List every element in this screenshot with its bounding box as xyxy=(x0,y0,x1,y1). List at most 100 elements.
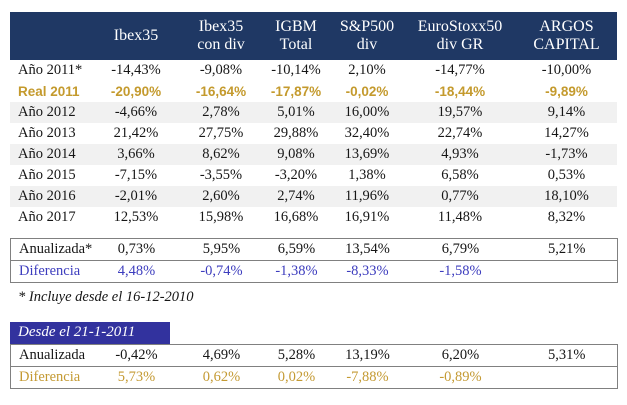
value-cell: 14,27% xyxy=(544,125,589,141)
value-cell: 4,93% xyxy=(441,146,479,162)
value-cell: -3,55% xyxy=(199,167,243,183)
value-cell: 6,79% xyxy=(441,241,480,257)
table-row: Año 2014 3,66% 8,62% 9,08% 13,69% 4,93% -1,73% xyxy=(10,144,617,165)
value-cell: 0,77% xyxy=(441,188,479,204)
value-cell: -10,14% xyxy=(271,62,321,78)
header-cell: ARGOS CAPITAL xyxy=(516,12,617,60)
row-label: Año 2012 xyxy=(18,104,76,120)
value-cell: -7,88% xyxy=(346,368,389,385)
value-cell: -16,64% xyxy=(195,84,247,99)
table-row: Anualizada* 0,73% 5,95% 6,59% 13,54% 6,79% 5,2… xyxy=(10,238,618,261)
header-cell: S&P500 div xyxy=(330,12,404,60)
value-cell: 11,48% xyxy=(437,209,483,225)
value-cell: -4,66% xyxy=(114,104,158,120)
row-label: Anualizada xyxy=(19,346,86,363)
value-cell: 16,00% xyxy=(344,104,390,120)
value-cell: -9,08% xyxy=(199,62,243,78)
value-cell: -20,90% xyxy=(110,84,162,99)
value-cell: 0,73% xyxy=(117,241,156,257)
value-cell: 32,40% xyxy=(344,125,390,141)
value-cell: 16,91% xyxy=(344,209,390,225)
header-cell: EuroStoxx50 div GR xyxy=(404,12,516,60)
value-cell: -17,87% xyxy=(270,84,322,99)
table-row: Año 2011* -14,43% -9,08% -10,14% 2,10% -14,77… xyxy=(10,60,617,81)
value-cell: 1,38% xyxy=(348,167,386,183)
table-row: Año 2012 -4,66% 2,78% 5,01% 16,00% 19,57% 9,14… xyxy=(10,102,617,123)
header-row: Ibex35 Ibex35 con div IGBM Total S&P500 div… xyxy=(10,12,617,60)
value-cell: 9,14% xyxy=(547,104,586,120)
row-label: Diferencia xyxy=(19,263,81,279)
value-cell: 4,69% xyxy=(202,346,241,363)
value-cell: -0,02% xyxy=(345,84,389,99)
value-cell: 21,42% xyxy=(113,125,159,141)
header-cell: Ibex35 con div xyxy=(180,12,262,60)
value-cell: -1,38% xyxy=(275,263,318,279)
value-cell: -0,89% xyxy=(439,368,482,385)
value-cell: 9,08% xyxy=(277,146,315,162)
value-cell: -18,44% xyxy=(434,84,486,99)
value-cell: 0,02% xyxy=(277,368,316,385)
value-cell: 2,60% xyxy=(202,188,240,204)
value-cell: 5,01% xyxy=(277,104,315,120)
value-cell: 6,58% xyxy=(441,167,479,183)
value-cell: -9,89% xyxy=(545,84,588,99)
table-row: Año 2017 12,53% 15,98% 16,68% 16,91% 11,48% 8,… xyxy=(10,207,617,228)
value-cell: 16,68% xyxy=(273,209,319,225)
row-label: Año 2011* xyxy=(18,62,83,78)
value-cell: 5,31% xyxy=(548,346,586,363)
value-cell: 2,10% xyxy=(348,62,386,78)
row-label: Año 2015 xyxy=(18,167,76,183)
footnote: * Incluye desde el 16-12-2010 xyxy=(18,289,194,305)
value-cell: 5,73% xyxy=(117,368,156,385)
table-row: Año 2013 21,42% 27,75% 29,88% 32,40% 22,74% 14… xyxy=(10,123,617,144)
since-date-summary-table: Anualizada -0,42% 4,69% 5,28% 13,19% 6,20% 5,3… xyxy=(10,344,618,389)
value-cell: 8,32% xyxy=(547,209,586,225)
value-cell: 15,98% xyxy=(198,209,244,225)
value-cell: 13,19% xyxy=(345,346,390,363)
value-cell: -1,58% xyxy=(439,263,482,279)
value-cell: 5,95% xyxy=(202,241,241,257)
value-cell xyxy=(517,366,618,388)
value-cell: 19,57% xyxy=(437,104,483,120)
report-page: Ibex35 Ibex35 con div IGBM Total S&P500 div… xyxy=(10,12,618,389)
value-cell: 13,69% xyxy=(344,146,390,162)
table-row: Anualizada -0,42% 4,69% 5,28% 13,19% 6,20% 5,3… xyxy=(10,344,618,367)
value-cell: -10,00% xyxy=(541,62,592,78)
row-label: Anualizada* xyxy=(19,241,93,257)
value-cell: -1,73% xyxy=(545,146,588,162)
row-label: Año 2016 xyxy=(18,188,76,204)
value-cell: -14,43% xyxy=(111,62,161,78)
value-cell: 2,74% xyxy=(277,188,315,204)
since-date-section-title: Desde el 21-1-2011 xyxy=(10,321,170,344)
performance-table: Ibex35 Ibex35 con div IGBM Total S&P500 div… xyxy=(10,12,617,228)
value-cell: 2,78% xyxy=(202,104,240,120)
value-cell: 5,21% xyxy=(548,241,586,257)
value-cell: 8,62% xyxy=(202,146,240,162)
value-cell: -8,33% xyxy=(346,263,389,279)
value-cell: 18,10% xyxy=(544,188,589,204)
table-row: Diferencia 4,48% -0,74% -1,38% -8,33% -1,58% xyxy=(10,260,618,283)
since-date-summary-body: Anualizada -0,42% 4,69% 5,28% 13,19% 6,20% 5,3… xyxy=(10,344,618,389)
value-cell: 22,74% xyxy=(437,125,483,141)
value-cell: 5,28% xyxy=(277,346,316,363)
annualized-summary-body: Anualizada* 0,73% 5,95% 6,59% 13,54% 6,79% 5,2… xyxy=(10,238,618,283)
value-cell: -7,15% xyxy=(114,167,158,183)
value-cell: 29,88% xyxy=(273,125,319,141)
value-cell xyxy=(517,261,618,283)
table-row: Diferencia 5,73% 0,62% 0,02% -7,88% -0,89% xyxy=(10,366,618,389)
value-cell: 13,54% xyxy=(345,241,390,257)
row-label: Diferencia xyxy=(19,368,81,385)
value-cell: 11,96% xyxy=(344,188,390,204)
performance-table-header: Ibex35 Ibex35 con div IGBM Total S&P500 div… xyxy=(10,12,617,60)
yearly-returns-body: Año 2011* -14,43% -9,08% -10,14% 2,10% -14,77… xyxy=(10,60,617,228)
table-row: Real 2011 -20,90% -16,64% -17,87% -0,02% -18,… xyxy=(10,81,617,102)
value-cell: 4,48% xyxy=(117,263,156,279)
value-cell: 3,66% xyxy=(117,146,155,162)
header-cell: IGBM Total xyxy=(262,12,330,60)
value-cell: 0,62% xyxy=(202,368,241,385)
value-cell: -2,01% xyxy=(114,188,158,204)
value-cell: 0,53% xyxy=(547,167,586,183)
row-label: Año 2013 xyxy=(18,125,76,141)
row-label: Año 2017 xyxy=(18,209,76,225)
annualized-summary-table: Anualizada* 0,73% 5,95% 6,59% 13,54% 6,79% 5,2… xyxy=(10,238,618,283)
